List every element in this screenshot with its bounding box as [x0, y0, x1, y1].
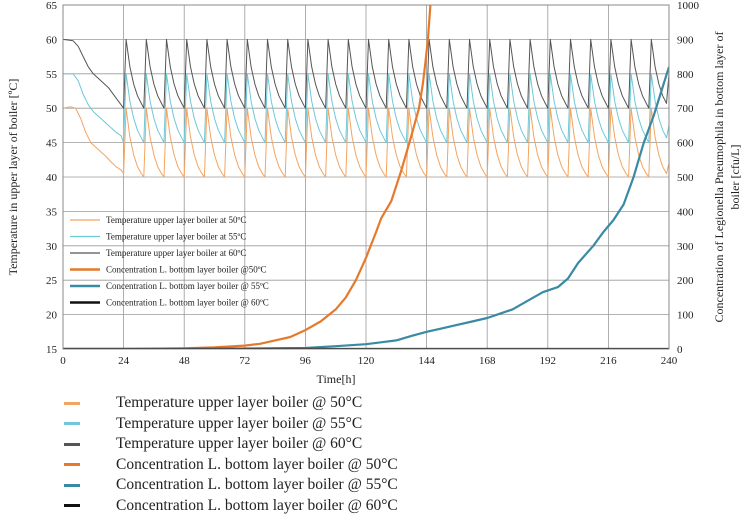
series-line-5	[63, 66, 669, 349]
legend-outside-item: Temperature upper layer boiler @ 55°C	[64, 414, 398, 435]
y-left-tick-label: 60	[46, 34, 58, 46]
legend-outside-item: Temperature upper layer boiler @ 60°C	[64, 434, 398, 455]
x-axis-title: Time[h]	[317, 372, 356, 386]
dual-axis-line-chart: 15 20 25 30 35 40 45 50 55 60 65 0 100 200 300 400 500 60…	[6, 0, 742, 386]
y-right-tick-label: 900	[677, 34, 694, 46]
legend-outside-swatch	[64, 504, 80, 508]
legend-inside-label: Concentration L. bottom layer boiler @ 5…	[106, 281, 269, 291]
x-tick-label: 192	[540, 355, 557, 367]
y-left-tick-label: 45	[46, 138, 58, 150]
y-right-tick-label: 0	[677, 344, 683, 356]
x-tick-label: 72	[239, 355, 250, 367]
y-left-tick-label: 25	[46, 275, 58, 287]
y-left-tick-label: 40	[46, 172, 58, 184]
legend-outside-swatch	[64, 442, 80, 446]
legend-outside-item: Concentration L. bottom layer boiler @ 6…	[64, 496, 398, 517]
y-left-tick-label: 55	[46, 69, 58, 81]
y-right-tick-label: 100	[677, 310, 694, 322]
tick-labels: 15 20 25 30 35 40 45 50 55 60 65 0 100 200 300 400 500 60…	[46, 0, 700, 367]
legend-inside-label: Temperature upper layer boiler at 55ºC	[106, 232, 246, 242]
legend-outside-label: Concentration L. bottom layer boiler @ 6…	[116, 496, 398, 514]
y-left-axis-title: Temperature in upper layer of boiler [ºC…	[6, 79, 20, 276]
legend-inside-label: Temperature upper layer boiler at 50ºC	[106, 215, 246, 225]
legend-outside-item: Concentration L. bottom layer boiler @ 5…	[64, 455, 398, 476]
x-tick-label: 0	[60, 355, 66, 367]
legend-outside-label: Temperature upper layer boiler @ 55°C	[116, 414, 363, 432]
legend-outside-label: Temperature upper layer boiler @ 50°C	[116, 394, 363, 412]
legend-outside-label: Concentration L. bottom layer boiler @ 5…	[116, 476, 398, 494]
series-line-1	[63, 106, 669, 178]
series-line-3	[63, 38, 669, 109]
legend-inside: Temperature upper layer boiler at 50ºC Te…	[70, 215, 269, 308]
y-right-tick-label: 600	[677, 138, 694, 150]
y-right-tick-label: 500	[677, 172, 694, 184]
y-right-axis-title-line1: Concentration of Legionella Pneumophila …	[712, 32, 726, 323]
series-line-4	[63, 5, 432, 349]
x-tick-label: 48	[179, 355, 191, 367]
x-tick-label: 24	[118, 355, 130, 367]
y-left-tick-label: 30	[46, 241, 58, 253]
y-left-tick-label: 15	[46, 344, 58, 356]
x-tick-label: 216	[600, 355, 617, 367]
x-tick-label: 96	[300, 355, 312, 367]
legend-outside-swatch	[64, 422, 80, 426]
y-left-tick-label: 50	[46, 103, 58, 115]
legend-outside: Temperature upper layer boiler @ 50°C Tem…	[64, 393, 398, 516]
legend-outside-label: Concentration L. bottom layer boiler @ 5…	[116, 455, 398, 473]
legend-outside-label: Temperature upper layer boiler @ 60°C	[116, 435, 363, 453]
y-right-tick-label: 300	[677, 241, 694, 253]
legend-outside-item: Concentration L. bottom layer boiler @ 5…	[64, 475, 398, 496]
x-tick-label: 240	[661, 355, 678, 367]
legend-outside-swatch	[64, 463, 80, 467]
legend-outside-item: Temperature upper layer boiler @ 50°C	[64, 393, 398, 414]
x-tick-label: 120	[358, 355, 375, 367]
series-line-2	[63, 73, 669, 144]
legend-outside-swatch	[64, 401, 80, 405]
y-left-tick-label: 35	[46, 206, 58, 218]
y-right-tick-label: 400	[677, 206, 694, 218]
y-right-tick-label: 200	[677, 275, 694, 287]
legend-outside-swatch	[64, 483, 80, 487]
y-left-tick-label: 65	[46, 0, 58, 12]
series-layer	[63, 5, 669, 349]
y-right-axis-title-line2: boiler [cfu/L]	[728, 145, 742, 210]
y-right-tick-label: 1000	[677, 0, 700, 12]
legend-inside-label: Concentration L. bottom layer boiler @50…	[106, 265, 267, 275]
y-left-tick-label: 20	[46, 310, 58, 322]
legend-inside-label: Concentration L. bottom layer boiler @ 6…	[106, 298, 269, 308]
x-tick-label: 168	[479, 355, 496, 367]
x-tick-label: 144	[418, 355, 435, 367]
legend-inside-label: Temperature upper layer boiler at 60ºC	[106, 248, 246, 258]
y-right-tick-label: 700	[677, 103, 694, 115]
plot-frame	[62, 4, 670, 350]
y-right-tick-label: 800	[677, 69, 694, 81]
